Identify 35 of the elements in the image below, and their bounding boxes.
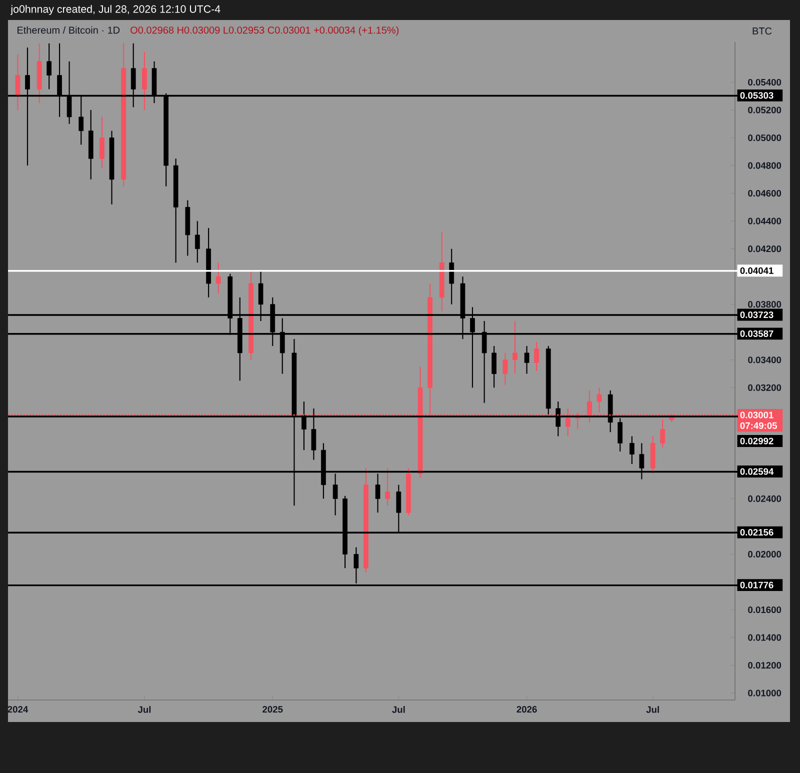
y-tick-label: 0.05000 [748,134,782,142]
x-tick-label: 2026 [516,706,537,713]
chart-subtitle: O0.02968 H0.03009 L0.02953 C0.03001 +0.00034 (+1.15%) [130,26,399,36]
ref-line-label: 0.05303 [740,92,774,99]
y-tick-label: 0.04400 [748,218,782,224]
y-tick-label: 0.01400 [748,634,782,641]
y-tick-label: 0.05400 [748,78,782,86]
y-tick-label: 0.03400 [748,356,782,364]
text: jo0hnnay created, Jul 28, 2026 12:10 UTC-4 [10,5,220,15]
ref-line-label: 0.03001 [740,412,774,418]
chart-title: Ethereum / Bitcoin · 1D [18,26,120,34]
y-tick-label: 0.04600 [748,190,782,197]
x-tick-label: Jul [646,706,659,713]
y-axis-title: BTC [752,27,772,35]
y-tick-label: 0.01000 [748,690,782,696]
y-tick-label: 0.02000 [748,550,782,558]
ref-line-label: 0.04041 [740,267,774,274]
x-tick-label: Jul [138,706,151,713]
y-tick-label: 0.04200 [748,246,782,252]
x-tick-label: Jul [392,706,405,713]
ref-line-label: 0.01776 [740,582,774,588]
ref-line-label: 0.02992 [740,438,774,444]
y-tick-label: 0.02400 [748,495,782,502]
x-tick-label: 2025 [262,706,283,713]
ref-line-label: 0.02156 [740,529,774,536]
ref-line-label: 0.02594 [740,468,774,475]
y-tick-label: 0.04800 [748,162,782,169]
ref-line-label: 0.03587 [740,330,774,337]
y-tick-label: 0.03200 [748,384,782,391]
text: 07:49:05 [740,422,778,429]
y-tick-label: 0.01600 [748,606,782,614]
y-tick-label: 0.03800 [748,301,782,308]
y-tick-label: 0.05200 [748,106,782,114]
y-tick-label: 0.01200 [748,662,782,669]
ref-line-label: 0.03723 [740,311,774,318]
